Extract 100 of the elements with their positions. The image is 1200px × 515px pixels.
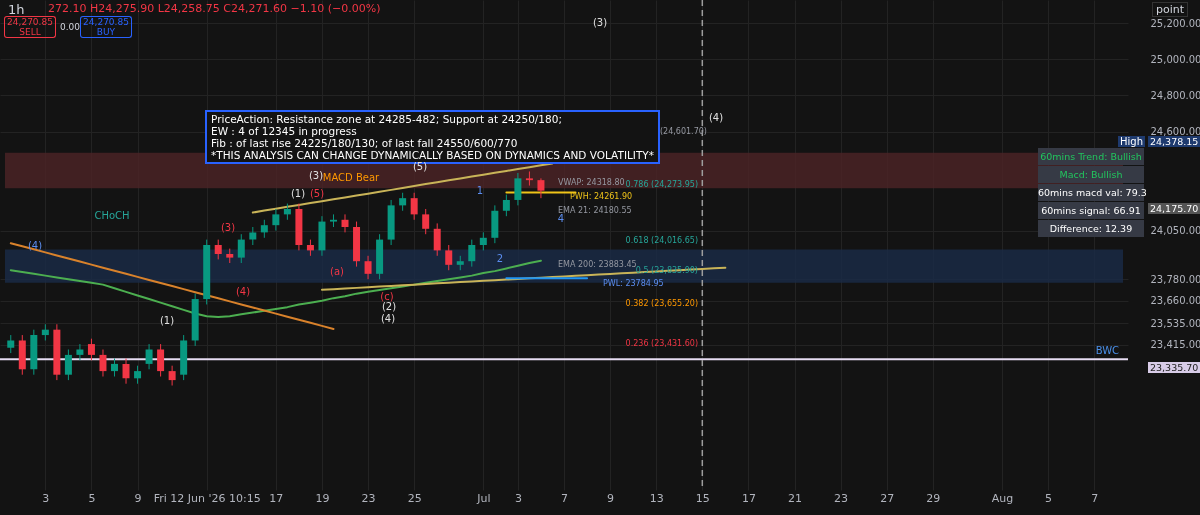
text: 23,335.70 (1148, 362, 1200, 373)
candlestick (237, 233, 245, 264)
y-tick-label: 24,050.00 (1150, 225, 1200, 237)
annotation: (3) (308, 169, 324, 181)
y-axis-title: point (1152, 2, 1189, 17)
annotation: Difference: 12.39 (1038, 220, 1144, 237)
y-tick-label: 25,200.00 (1150, 17, 1200, 29)
annotation: Fib : of last rise 24225/180/130; of last fall 24550/600/770 (211, 137, 519, 149)
y-tick-label: 24,800.00 (1150, 89, 1200, 101)
annotation: 272.10 H24,275.90 L24,258.75 C24,271.60 −1.10 (−0.00%) (48, 2, 381, 15)
annotation: 0.786 (24,273.95) (625, 179, 698, 189)
annotation: SELL (4, 27, 56, 38)
candlestick (7, 334, 15, 354)
annotation: EMA 21: 24180.55 (558, 205, 632, 215)
x-tick-label: 19 (315, 491, 330, 505)
line-series (251, 162, 554, 214)
candlestick (399, 192, 407, 212)
annotation: (4) (380, 312, 396, 324)
annotation: PriceAction: Resistance zone at 24285-482; Support at 24250/180; (211, 113, 563, 125)
candlestick (214, 239, 222, 260)
y-tick-label: 23,535.00 (1150, 317, 1200, 329)
candlestick (341, 213, 349, 233)
candlestick (445, 244, 453, 271)
candlestick (433, 222, 441, 257)
x-tick-label: 25 (407, 491, 422, 505)
x-tick-label: 9 (607, 491, 615, 505)
annotation: 1 (476, 184, 484, 196)
x-tick-label: 27 (880, 491, 895, 505)
candlestick (168, 365, 176, 387)
annotation: Macd: Bullish (1038, 166, 1144, 183)
annotation: 0.618 (24,016.65) (625, 235, 698, 245)
candlestick (468, 239, 476, 268)
line-series (320, 266, 727, 291)
x-tick-label: Aug (991, 491, 1014, 505)
y-tick-label: 23,660.00 (1150, 295, 1200, 307)
candlestick (502, 194, 510, 217)
x-tick-label: 5 (88, 491, 96, 505)
x-tick-label: 13 (649, 491, 664, 505)
ref-line-label: BWC (1095, 345, 1120, 357)
annotation: High (1118, 136, 1145, 147)
annotation: PWL: 23784.95 (603, 278, 664, 288)
annotation: (4) (708, 111, 724, 123)
annotation: (4) (235, 285, 251, 297)
x-tick-label: 3 (42, 491, 50, 505)
candlestick (525, 170, 533, 187)
annotation: (3) (592, 16, 608, 28)
y-tick-label: 23,415.00 (1150, 339, 1200, 351)
x-tick-label: 17 (269, 491, 284, 505)
x-tick-label: 17 (741, 491, 756, 505)
annotation: EMA 200: 23883.45 (558, 259, 637, 269)
x-tick-label: 3 (514, 491, 522, 505)
chart-title: 1h (8, 2, 25, 17)
candlestick (76, 343, 84, 361)
x-tick-label: 7 (561, 491, 568, 505)
annotation: 0.382 (23,655.20) (625, 298, 698, 308)
annotation: (1) (159, 314, 175, 326)
y-tick-label: 23,780.00 (1150, 273, 1200, 285)
annotation: 2 (496, 252, 504, 264)
candlestick (157, 343, 165, 378)
annotation: MACD Bear (322, 171, 380, 183)
annotation: EW : 4 of 12345 in progress (211, 125, 358, 137)
text: 24,378.15 (1148, 136, 1200, 147)
y-tick-label: 24,600.00 (1150, 126, 1200, 138)
annotation: (1) (290, 187, 306, 199)
x-tick-label: 5 (1045, 491, 1053, 505)
candlestick (64, 348, 72, 381)
annotation: 0.00 (60, 22, 81, 32)
candlestick (87, 338, 95, 361)
candlestick (122, 357, 130, 385)
candlestick (99, 348, 107, 378)
text: 24,175.70 (1148, 203, 1200, 214)
candlestick (110, 357, 118, 378)
annotation: (5) (412, 160, 428, 172)
x-tick-label: 29 (926, 491, 941, 505)
annotation: (5) (309, 187, 325, 199)
x-tick-label: 9 (134, 491, 142, 505)
annotation: (c) (380, 290, 394, 302)
x-tick-label: Jul (476, 491, 491, 505)
annotation: 0.236 (23,431.60) (625, 338, 698, 348)
candlestick (260, 219, 268, 239)
annotation: 4 (557, 212, 565, 224)
candlestick (479, 231, 487, 251)
annotation: (2) (381, 300, 397, 312)
annotation: 60mins signal: 66.91 (1038, 202, 1144, 219)
candlestick (537, 177, 545, 199)
annotation: (4) (27, 239, 43, 251)
annotation: (a) (330, 265, 344, 277)
x-tick-label: 23 (834, 491, 849, 505)
candlestick (364, 255, 372, 280)
annotation: 60mins macd val: 79.3 (1038, 184, 1147, 201)
annotation: VWAP: 24318.80 (558, 177, 625, 187)
candlestick (410, 192, 418, 221)
annotation: CHoCH (94, 209, 130, 221)
x-tick-label: 7 (1091, 491, 1099, 505)
annotation: BUY (80, 27, 132, 38)
candlestick (145, 343, 153, 370)
y-tick-label: 25,000.00 (1150, 53, 1200, 65)
candlestick (249, 226, 257, 246)
annotation: 24,270.85 (4, 16, 56, 27)
x-tick-label: 23 (361, 491, 376, 505)
